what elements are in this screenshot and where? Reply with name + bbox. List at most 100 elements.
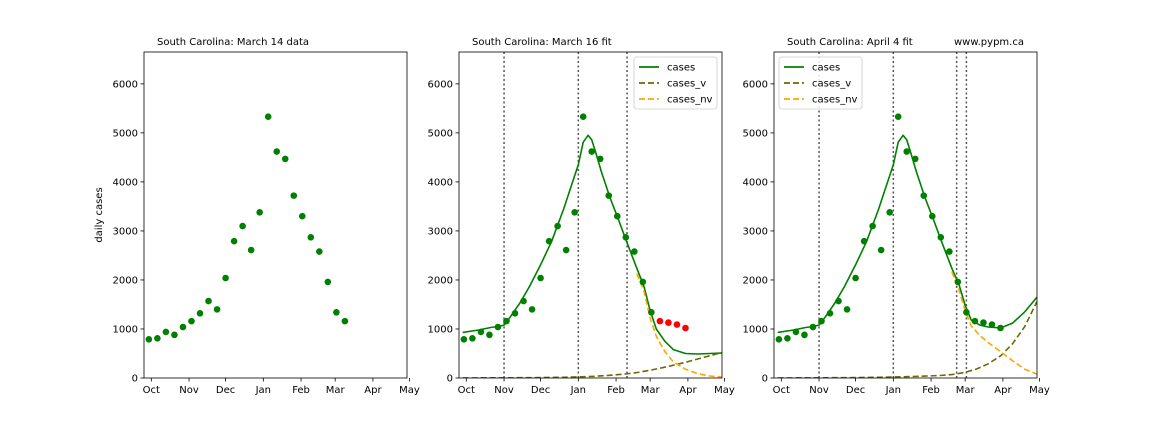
y-tick-label: 2000 bbox=[428, 275, 453, 286]
data-point bbox=[588, 148, 596, 155]
data-point bbox=[784, 334, 791, 342]
series-line-cases bbox=[777, 134, 1037, 334]
data-point bbox=[503, 317, 510, 325]
y-tick-label: 3000 bbox=[113, 226, 138, 237]
chart-panel-1: 0 1000 2000 3000 4000 5000 6000 Oct Nov Dec Jan Feb… bbox=[94, 37, 420, 396]
y-tick-label: 3000 bbox=[428, 226, 453, 237]
data-point bbox=[911, 155, 919, 163]
data-point bbox=[520, 297, 527, 305]
data-point bbox=[826, 309, 834, 317]
data-point bbox=[869, 222, 876, 230]
data-point bbox=[528, 306, 536, 313]
data-point bbox=[188, 317, 195, 325]
data-point bbox=[307, 234, 315, 241]
y-tick-label: 2000 bbox=[113, 275, 138, 286]
data-point bbox=[665, 319, 672, 326]
data-point bbox=[682, 324, 689, 332]
x-tick-label: Jan bbox=[570, 385, 586, 396]
y-tick-label: 4000 bbox=[428, 177, 453, 188]
data-point bbox=[494, 323, 502, 331]
plot-area bbox=[460, 52, 722, 378]
data-point bbox=[341, 317, 349, 325]
x-tick-label: Mar bbox=[956, 385, 976, 396]
series-line-cases-nv bbox=[951, 271, 1037, 375]
y-tick-label: 2000 bbox=[743, 275, 768, 286]
series-line-cases-v bbox=[462, 351, 722, 378]
data-point bbox=[571, 209, 578, 216]
axes-frame bbox=[773, 51, 1038, 379]
y-axis-label: daily cases bbox=[94, 187, 105, 242]
data-point bbox=[213, 306, 221, 313]
y-tick-label: 1000 bbox=[743, 324, 768, 335]
data-point bbox=[963, 309, 970, 316]
data-point bbox=[154, 334, 161, 342]
data-point bbox=[222, 274, 229, 282]
data-point bbox=[894, 113, 902, 121]
x-tick-label: Oct bbox=[458, 385, 475, 396]
data-point bbox=[971, 317, 979, 325]
axes-frame bbox=[143, 51, 408, 379]
chart-panel-3: 0 1000 2000 3000 4000 5000 6000 Oct Nov Dec Jan Feb… bbox=[743, 37, 1050, 396]
legend-label-cases-nv: cases_nv bbox=[667, 95, 713, 106]
data-point bbox=[316, 248, 323, 255]
data-point bbox=[792, 328, 800, 336]
data-point bbox=[639, 278, 647, 286]
legend-label-cases-v: cases_v bbox=[812, 79, 851, 90]
data-point bbox=[928, 212, 936, 220]
data-point bbox=[920, 192, 928, 199]
y-tick-label: 6000 bbox=[113, 79, 138, 90]
data-point bbox=[554, 222, 561, 230]
x-tick-label: May bbox=[399, 385, 420, 396]
chart-title: South Carolina: April 4 fit bbox=[787, 37, 913, 48]
chart-title: South Carolina: March 16 fit bbox=[472, 37, 612, 48]
data-point bbox=[256, 209, 263, 216]
y-tick-label: 5000 bbox=[428, 128, 453, 139]
plot-area bbox=[145, 113, 349, 343]
chart-title: South Carolina: March 14 data bbox=[157, 37, 309, 48]
x-tick-label: Feb bbox=[922, 385, 940, 396]
y-tick-label: 5000 bbox=[743, 128, 768, 139]
data-point bbox=[835, 297, 842, 305]
x-tick-label: Oct bbox=[773, 385, 790, 396]
x-tick-label: Jan bbox=[255, 385, 271, 396]
x-tick-label: Nov bbox=[179, 385, 199, 396]
data-point bbox=[801, 331, 808, 339]
series-line-cases-v bbox=[777, 301, 1037, 378]
data-point bbox=[239, 222, 246, 230]
y-tick-label: 0 bbox=[762, 374, 768, 385]
data-point bbox=[988, 321, 996, 328]
chart-panel-2: 0 1000 2000 3000 4000 5000 6000 Oct Nov Dec Jan Feb… bbox=[428, 37, 735, 396]
data-point bbox=[247, 246, 255, 254]
data-point bbox=[877, 246, 885, 254]
data-point bbox=[333, 309, 340, 316]
data-point bbox=[469, 334, 476, 342]
data-point bbox=[537, 274, 544, 282]
data-point bbox=[562, 246, 570, 254]
x-tick-label: Mar bbox=[641, 385, 661, 396]
x-tick-label: Oct bbox=[143, 385, 160, 396]
legend-label-cases-nv: cases_nv bbox=[812, 95, 858, 106]
data-point bbox=[775, 335, 783, 343]
data-point bbox=[264, 113, 272, 121]
legend-label-cases: cases bbox=[667, 63, 695, 74]
x-tick-label: Dec bbox=[531, 385, 550, 396]
x-tick-label: Nov bbox=[494, 385, 514, 396]
x-tick-label: Apr bbox=[679, 385, 697, 396]
y-tick-label: 6000 bbox=[743, 79, 768, 90]
legend-frame bbox=[778, 56, 863, 110]
data-point bbox=[843, 306, 851, 313]
chart-annotation: www.pypm.ca bbox=[954, 37, 1024, 48]
axes-frame bbox=[458, 51, 723, 379]
data-point bbox=[613, 212, 621, 220]
data-point bbox=[145, 335, 153, 343]
x-tick-label: Jan bbox=[885, 385, 901, 396]
legend: cases cases_v cases_nv bbox=[778, 56, 863, 110]
data-point bbox=[648, 309, 655, 316]
x-tick-label: Mar bbox=[326, 385, 346, 396]
x-tick-label: Nov bbox=[809, 385, 829, 396]
data-point bbox=[954, 278, 962, 286]
y-tick-label: 1000 bbox=[113, 324, 138, 335]
y-tick-label: 1000 bbox=[428, 324, 453, 335]
data-point bbox=[673, 321, 681, 328]
